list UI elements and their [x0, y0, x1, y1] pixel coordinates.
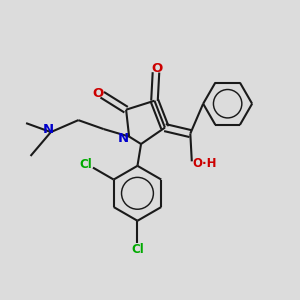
- Text: N: N: [118, 132, 129, 145]
- Text: O: O: [92, 87, 103, 100]
- Text: Cl: Cl: [131, 243, 144, 256]
- Text: O·H: O·H: [192, 157, 217, 170]
- Text: O: O: [152, 62, 163, 75]
- Text: Cl: Cl: [79, 158, 92, 171]
- Text: N: N: [43, 123, 54, 136]
